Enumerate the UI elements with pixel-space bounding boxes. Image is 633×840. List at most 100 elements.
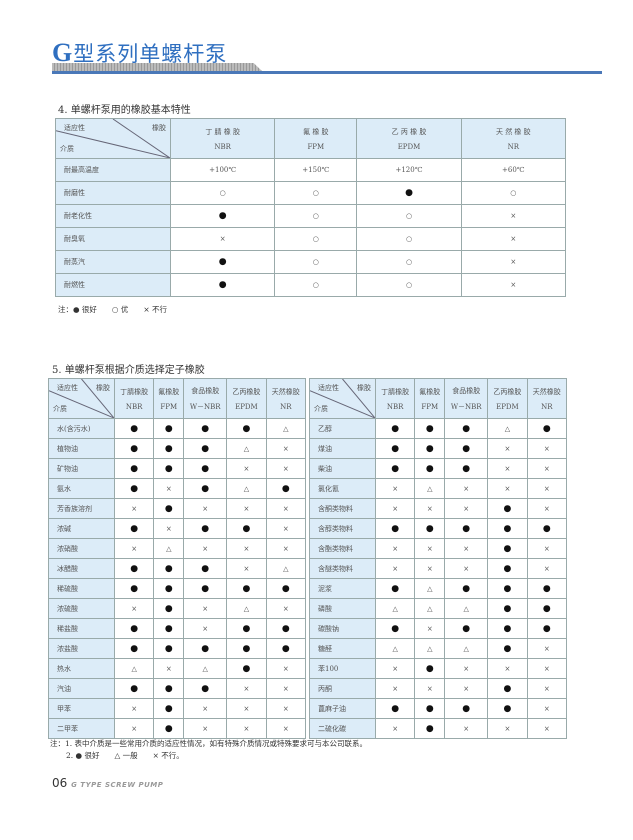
table-row: 浓盐酸 ● ● ● ● ●: [48, 638, 307, 659]
table-row: 浓硫酸 × ● × △ ×: [48, 598, 307, 619]
table-row: 含酮类物料 × × × ● ×: [309, 498, 568, 519]
rating-cell: ×: [374, 718, 416, 739]
rating-cell: ●: [183, 578, 228, 599]
row-label: 含醚类物料: [309, 558, 376, 579]
rating-cell: ○: [274, 204, 358, 228]
rating-cell: ●: [526, 418, 568, 439]
row-label: 浓碱: [48, 518, 115, 539]
rating-cell: ×: [414, 618, 446, 639]
rating-cell: ●: [153, 598, 185, 619]
rating-cell: ●: [183, 558, 228, 579]
rating-cell: ×: [374, 658, 416, 679]
row-label: 泥浆: [309, 578, 376, 599]
rating-cell: ×: [444, 658, 489, 679]
rating-cell: ×: [265, 598, 307, 619]
rating-cell: +60℃: [460, 158, 567, 182]
table-row: 含酯类物料 × × × ● ×: [309, 538, 568, 559]
rating-cell: +150℃: [274, 158, 358, 182]
rating-cell: ●: [526, 518, 568, 539]
rating-cell: ●: [444, 418, 489, 439]
table-row: 冰醋酸 ● ● ● × △: [48, 558, 307, 579]
rating-cell: ●: [414, 698, 446, 719]
row-label: 二甲苯: [48, 718, 115, 739]
table-row: 氯化氰 × △ × × ×: [309, 478, 568, 499]
rating-cell: ×: [444, 678, 489, 699]
rating-cell: +100℃: [169, 158, 276, 182]
column-header: 乙 丙 橡 胶 EPDM: [356, 118, 462, 159]
rating-cell: △: [374, 638, 416, 659]
rating-cell: △: [113, 658, 155, 679]
section-4-title: 4. 单螺杆泵用的橡胶基本特性: [58, 105, 191, 116]
rating-cell: ●: [374, 518, 416, 539]
rating-cell: ●: [169, 204, 276, 228]
row-label: 氨水: [48, 478, 115, 499]
rating-cell: ○: [356, 273, 462, 297]
rating-cell: ×: [460, 204, 567, 228]
rating-cell: ×: [226, 678, 267, 699]
column-header: 乙丙橡胶 EPDM: [487, 378, 528, 419]
rating-cell: ×: [526, 558, 568, 579]
rating-cell: ●: [487, 618, 528, 639]
rating-cell: ○: [356, 250, 462, 274]
rating-cell: ●: [226, 658, 267, 679]
rating-cell: ●: [487, 598, 528, 619]
rating-cell: ×: [226, 538, 267, 559]
rating-cell: ×: [526, 438, 568, 459]
table-row: 二硫化碳 × ● × × ×: [309, 718, 568, 739]
corner-header: 适应性 橡胶 介质: [48, 378, 115, 419]
rating-cell: ●: [265, 578, 307, 599]
rating-cell: ●: [444, 518, 489, 539]
column-header: 天然橡胶 NR: [265, 378, 307, 419]
rating-cell: △: [153, 538, 185, 559]
rating-cell: △: [374, 598, 416, 619]
rating-cell: ×: [183, 598, 228, 619]
rating-cell: ○: [356, 204, 462, 228]
section-4-note: 注：● 很好 ○ 优 × 不行: [58, 305, 168, 314]
column-header: 氟橡胶 FPM: [153, 378, 185, 419]
rating-cell: ×: [153, 658, 185, 679]
row-label: 糖醛: [309, 638, 376, 659]
table-row: 含醇类物料 ● ● ● ● ●: [309, 518, 568, 539]
table-row: 苯100 × ● × × ×: [309, 658, 568, 679]
rating-cell: +120℃: [356, 158, 462, 182]
rating-cell: △: [487, 418, 528, 439]
table-row: 二甲苯 × ● × × ×: [48, 718, 307, 739]
rating-cell: ●: [265, 638, 307, 659]
page-title: G型系列单螺杆泵: [52, 38, 228, 67]
rating-cell: ●: [153, 418, 185, 439]
rating-cell: ×: [526, 678, 568, 699]
row-label: 乙醇: [309, 418, 376, 439]
table-row: 耐燃性 ● ○ ○ ×: [55, 273, 567, 297]
column-header: 丁腈橡胶 NBR: [113, 378, 155, 419]
rating-cell: ●: [113, 678, 155, 699]
row-label: 矿物油: [48, 458, 115, 479]
table-row: 矿物油 ● ● ● × ×: [48, 458, 307, 479]
column-header: 氟橡胶 FPM: [414, 378, 446, 419]
rating-cell: △: [265, 418, 307, 439]
table-row: 热水 △ × △ ● ×: [48, 658, 307, 679]
diagonal-lines: [56, 119, 170, 158]
row-label: 含酯类物料: [309, 538, 376, 559]
rating-cell: ×: [526, 478, 568, 499]
rating-cell: ×: [265, 438, 307, 459]
row-label: 耐燃性: [55, 273, 171, 297]
rating-cell: ●: [414, 718, 446, 739]
rating-cell: ×: [113, 718, 155, 739]
rating-cell: ×: [265, 458, 307, 479]
column-header: 天然橡胶 NR: [526, 378, 568, 419]
rating-cell: ×: [526, 718, 568, 739]
rating-cell: ●: [153, 638, 185, 659]
column-header: 天 然 橡 胶 NR: [460, 118, 567, 159]
rating-cell: ●: [153, 458, 185, 479]
table-row: 煤油 ● ● ● × ×: [309, 438, 568, 459]
rating-cell: △: [226, 478, 267, 499]
rating-cell: ●: [374, 418, 416, 439]
rating-cell: ×: [265, 538, 307, 559]
rating-cell: ×: [374, 558, 416, 579]
rating-cell: ●: [153, 698, 185, 719]
table-row: 含醚类物料 × × × ● ×: [309, 558, 568, 579]
row-label: 浓盐酸: [48, 638, 115, 659]
row-label: 热水: [48, 658, 115, 679]
rating-cell: △: [226, 438, 267, 459]
row-label: 磷酸: [309, 598, 376, 619]
